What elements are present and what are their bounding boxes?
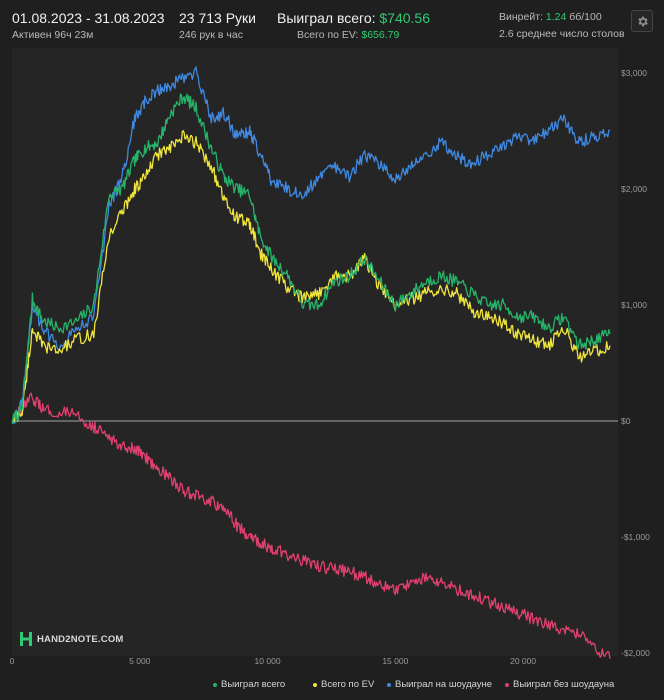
hand2note-logo: HAND2NOTE.COM	[20, 632, 124, 646]
won-ev: Всего по EV: $656.79	[297, 29, 399, 41]
won-total-value: $740.56	[379, 10, 430, 26]
settings-button[interactable]	[631, 10, 653, 32]
y-tick-label: $2,000	[621, 184, 647, 194]
x-tick-label: 5 000	[129, 656, 151, 666]
date-range[interactable]: 01.08.2023 - 31.08.2023	[12, 10, 165, 26]
x-tick-label: 0	[10, 656, 15, 666]
legend-label: Выиграл на шоудауне	[395, 679, 493, 690]
y-axis: $3,000 $2,000 $1,000 $0 -$1,000 -$2,000	[621, 68, 650, 658]
hand2note-logo-icon	[20, 632, 32, 646]
series-layer	[11, 66, 611, 659]
won-total: Выиграл всего: $740.56	[277, 10, 430, 26]
y-tick-label: $0	[621, 416, 631, 426]
hands-count: 23 713 Руки	[179, 10, 256, 26]
x-tick-label: 20 000	[510, 656, 536, 666]
gear-icon	[637, 16, 648, 26]
legend-label: Выиграл без шоудауна	[513, 679, 615, 690]
won-ev-value: $656.79	[361, 29, 400, 41]
legend-dot-icon	[505, 682, 509, 687]
y-tick-label: $3,000	[621, 68, 647, 78]
series-line-1[interactable]	[11, 130, 611, 424]
x-tick-label: 15 000	[382, 656, 408, 666]
series-line-3[interactable]	[11, 392, 611, 659]
legend-dot-icon	[213, 682, 217, 687]
chart-legend: Выиграл всего Всего по EV Выиграл на шоуда…	[0, 679, 664, 693]
legend-item[interactable]: Выиграл всего	[213, 679, 285, 690]
won-total-label: Выиграл всего:	[277, 10, 376, 26]
legend-item[interactable]: Выиграл без шоудауна	[505, 679, 614, 690]
active-time: Активен 96ч 23м	[12, 29, 94, 41]
winrate-value: 1.24	[545, 11, 567, 23]
legend-item[interactable]: Выиграл на шоудауне	[387, 679, 492, 690]
y-tick-label: -$2,000	[621, 648, 650, 658]
winrate-unit: бб/100	[569, 11, 602, 23]
legend-label: Выиграл всего	[221, 679, 286, 690]
logo-text: HAND2NOTE.COM	[37, 633, 124, 645]
x-axis: 0 5 000 10 000 15 000 20 000	[10, 656, 537, 666]
won-ev-label: Всего по EV:	[297, 29, 359, 41]
y-tick-label: -$1,000	[621, 532, 650, 542]
legend-item[interactable]: Всего по EV	[313, 679, 374, 690]
x-tick-label: 10 000	[255, 656, 281, 666]
plot-area	[12, 48, 618, 656]
y-tick-label: $1,000	[621, 300, 647, 310]
legend-dot-icon	[387, 682, 391, 687]
series-line-0[interactable]	[11, 93, 611, 425]
winrate: Винрейт: 1.24 бб/100	[499, 11, 602, 23]
winrate-label: Винрейт:	[499, 11, 543, 23]
hands-per-hour: 246 рук в час	[179, 29, 243, 41]
legend-dot-icon	[313, 682, 317, 687]
legend-label: Всего по EV	[321, 679, 375, 690]
avg-tables: 2.6 среднее число столов	[499, 28, 625, 40]
